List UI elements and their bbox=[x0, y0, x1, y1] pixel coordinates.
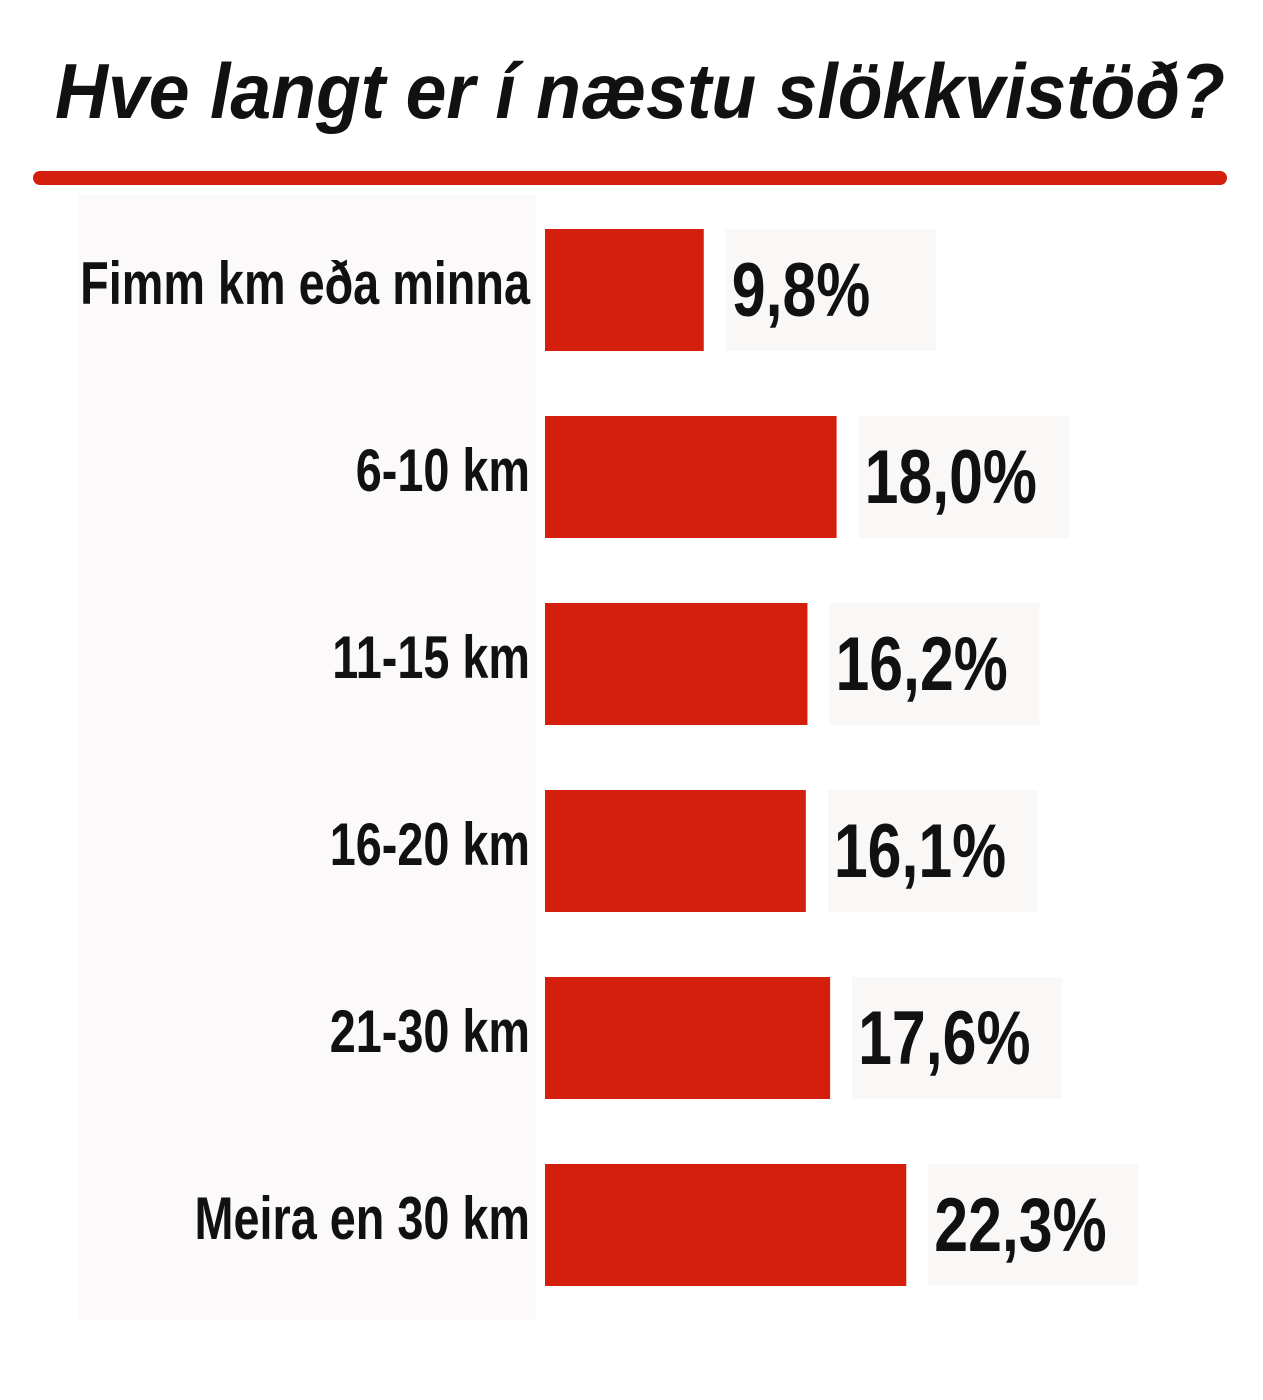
chart-title: Hve langt er í næstu slökkvistöð? bbox=[55, 47, 1225, 135]
category-label: 6-10 km bbox=[356, 437, 530, 504]
value-label: 16,1% bbox=[834, 809, 1006, 894]
bar bbox=[545, 229, 704, 351]
category-label: 21-30 km bbox=[330, 998, 530, 1065]
value-label: 22,3% bbox=[934, 1183, 1106, 1268]
category-label: Meira en 30 km bbox=[194, 1185, 530, 1252]
bar bbox=[545, 977, 831, 1099]
value-label: 17,6% bbox=[858, 996, 1030, 1081]
value-label: 16,2% bbox=[835, 622, 1007, 707]
category-label: 11-15 km bbox=[332, 624, 530, 691]
bar bbox=[545, 790, 806, 912]
category-label: Fimm km eða minna bbox=[80, 250, 531, 317]
value-label-bg bbox=[928, 1164, 1139, 1286]
category-label: 16-20 km bbox=[330, 811, 530, 878]
value-label-bg bbox=[829, 603, 1040, 725]
value-label-bg bbox=[858, 416, 1069, 538]
label-panel bbox=[78, 195, 536, 1320]
value-label: 18,0% bbox=[865, 435, 1037, 520]
bar bbox=[545, 603, 808, 725]
value-label: 9,8% bbox=[732, 248, 871, 333]
value-label-bg bbox=[725, 229, 936, 351]
value-label-bg bbox=[827, 790, 1038, 912]
bar bbox=[545, 416, 837, 538]
value-label-bg bbox=[852, 977, 1063, 1099]
bar bbox=[545, 1164, 907, 1286]
